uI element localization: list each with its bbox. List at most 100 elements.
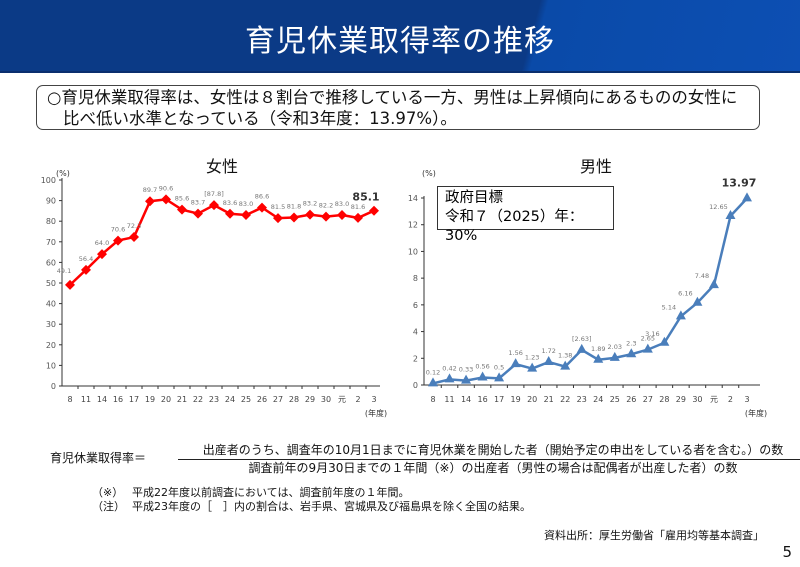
male-data-label: 1.89	[591, 345, 605, 353]
female-x-tick-label: 2	[355, 395, 360, 404]
female-data-label: 64.0	[95, 239, 109, 247]
title-banner: 育児休業取得率の推移	[0, 0, 800, 73]
female-x-tick-label: 23	[209, 395, 219, 404]
female-x-tick-label: 26	[257, 395, 267, 404]
male-data-label: [2.63]	[572, 335, 592, 343]
female-data-label: 83.0	[239, 200, 253, 208]
female-x-tick-label: 11	[81, 395, 91, 404]
male-data-point	[510, 358, 521, 368]
female-x-tick-label: 16	[113, 395, 123, 404]
male-x-tick-label: 25	[610, 395, 620, 404]
male-data-point	[692, 296, 703, 306]
summary-box: ○育児休業取得率は、女性は８割台で推移している一方、男性は上昇傾向にあるものの女…	[36, 85, 760, 130]
female-x-tick-label: 22	[193, 395, 203, 404]
male-data-point	[444, 373, 455, 383]
page-number: 5	[782, 543, 792, 561]
male-x-tick-label: 29	[676, 395, 686, 404]
male-data-label: 1.38	[558, 352, 572, 360]
male-data-point	[609, 351, 620, 361]
male-data-label: 7.48	[695, 272, 709, 280]
female-data-label: 81.6	[351, 203, 365, 211]
page-title: 育児休業取得率の推移	[245, 24, 555, 59]
female-y-unit: (%)	[56, 169, 70, 178]
female-data-label: 86.6	[255, 193, 269, 201]
female-x-tick-label: 25	[241, 395, 251, 404]
female-x-unit: (年度)	[365, 408, 387, 418]
female-y-tick-label: 90	[46, 197, 56, 206]
female-data-label: 83.6	[223, 199, 237, 207]
male-x-tick-label: 2	[728, 395, 733, 404]
male-x-tick-label: 30	[692, 395, 702, 404]
male-x-tick-label: 17	[494, 395, 504, 404]
male-y-tick-label: 12	[408, 221, 418, 230]
male-y-tick-label: 6	[413, 301, 418, 310]
male-y-tick-label: 2	[413, 354, 418, 363]
summary-line-1: ○育児休業取得率は、女性は８割台で推移している一方、男性は上昇傾向にあるものの女…	[47, 88, 738, 107]
target-value: 令和７（2025）年：30%	[445, 209, 584, 244]
male-x-tick-label: 27	[643, 395, 653, 404]
male-data-label: 0.5	[494, 363, 504, 371]
male-data-point	[527, 362, 538, 372]
male-data-point	[626, 348, 637, 358]
female-data-label: 70.6	[111, 226, 125, 234]
male-data-point	[461, 374, 472, 384]
female-y-tick-label: 30	[46, 320, 56, 329]
target-label: 政府目標	[445, 190, 503, 206]
male-data-point	[477, 371, 488, 381]
male-data-label: 2.03	[608, 343, 622, 351]
male-y-tick-label: 4	[413, 328, 418, 337]
female-data-point	[257, 202, 267, 213]
female-x-tick-label: 3	[371, 395, 376, 404]
female-x-tick-label: 20	[161, 395, 171, 404]
female-y-tick-label: 60	[46, 258, 56, 267]
female-y-tick-label: 100	[41, 176, 56, 185]
female-y-tick-label: 20	[46, 341, 56, 350]
male-x-tick-label: 22	[560, 395, 570, 404]
female-x-tick-label: 元	[338, 395, 346, 404]
male-x-tick-label: 24	[593, 395, 603, 404]
female-y-tick-label: 70	[46, 238, 56, 247]
female-data-point	[273, 213, 283, 224]
female-data-label: 81.5	[271, 203, 285, 211]
male-y-unit: (%)	[422, 169, 436, 178]
female-data-point	[321, 211, 331, 222]
government-target-box: 政府目標 令和７（2025）年：30%	[437, 186, 614, 244]
male-data-point	[593, 353, 604, 363]
male-data-point	[560, 360, 571, 370]
female-y-tick-label: 50	[46, 279, 56, 288]
female-data-point	[289, 212, 299, 223]
formula-denominator: 調査前年の9月30日までの１年間（※）の出産者（男性の場合は配偶者が出産した者）…	[248, 461, 738, 475]
male-x-tick-label: 20	[527, 395, 537, 404]
female-y-tick-label: 80	[46, 217, 56, 226]
female-data-point	[225, 208, 235, 219]
female-data-label: [87.8]	[204, 190, 224, 198]
male-data-point	[742, 192, 752, 202]
male-x-unit: (年度)	[745, 408, 767, 418]
female-x-tick-label: 30	[321, 395, 331, 404]
female-data-point	[193, 208, 203, 219]
female-data-point	[337, 210, 347, 221]
male-x-tick-label: 元	[710, 395, 718, 404]
female-data-label: 83.0	[335, 200, 349, 208]
female-data-point	[209, 200, 219, 211]
male-data-label: 0.42	[442, 364, 456, 372]
female-data-label: 83.2	[303, 200, 317, 208]
female-data-label: 85.6	[175, 195, 189, 203]
female-data-label: 56.4	[79, 255, 93, 263]
male-data-label: 1.56	[508, 349, 522, 357]
male-data-point	[708, 279, 719, 289]
source: 資料出所：厚生労働省「雇用均等基本調査」	[544, 529, 764, 542]
male-data-label: 2.3	[626, 339, 636, 347]
female-data-point	[369, 205, 379, 216]
female-y-tick-label: 0	[51, 382, 56, 391]
female-x-tick-label: 8	[67, 395, 72, 404]
female-data-point	[161, 194, 171, 205]
female-data-point	[353, 212, 363, 223]
male-data-label: 12.65	[709, 203, 728, 211]
female-data-label: 89.7	[143, 186, 157, 194]
male-data-label: 3.16	[645, 330, 659, 338]
female-data-point	[81, 264, 91, 275]
male-data-point	[642, 343, 653, 353]
male-y-tick-label: 8	[413, 274, 418, 283]
